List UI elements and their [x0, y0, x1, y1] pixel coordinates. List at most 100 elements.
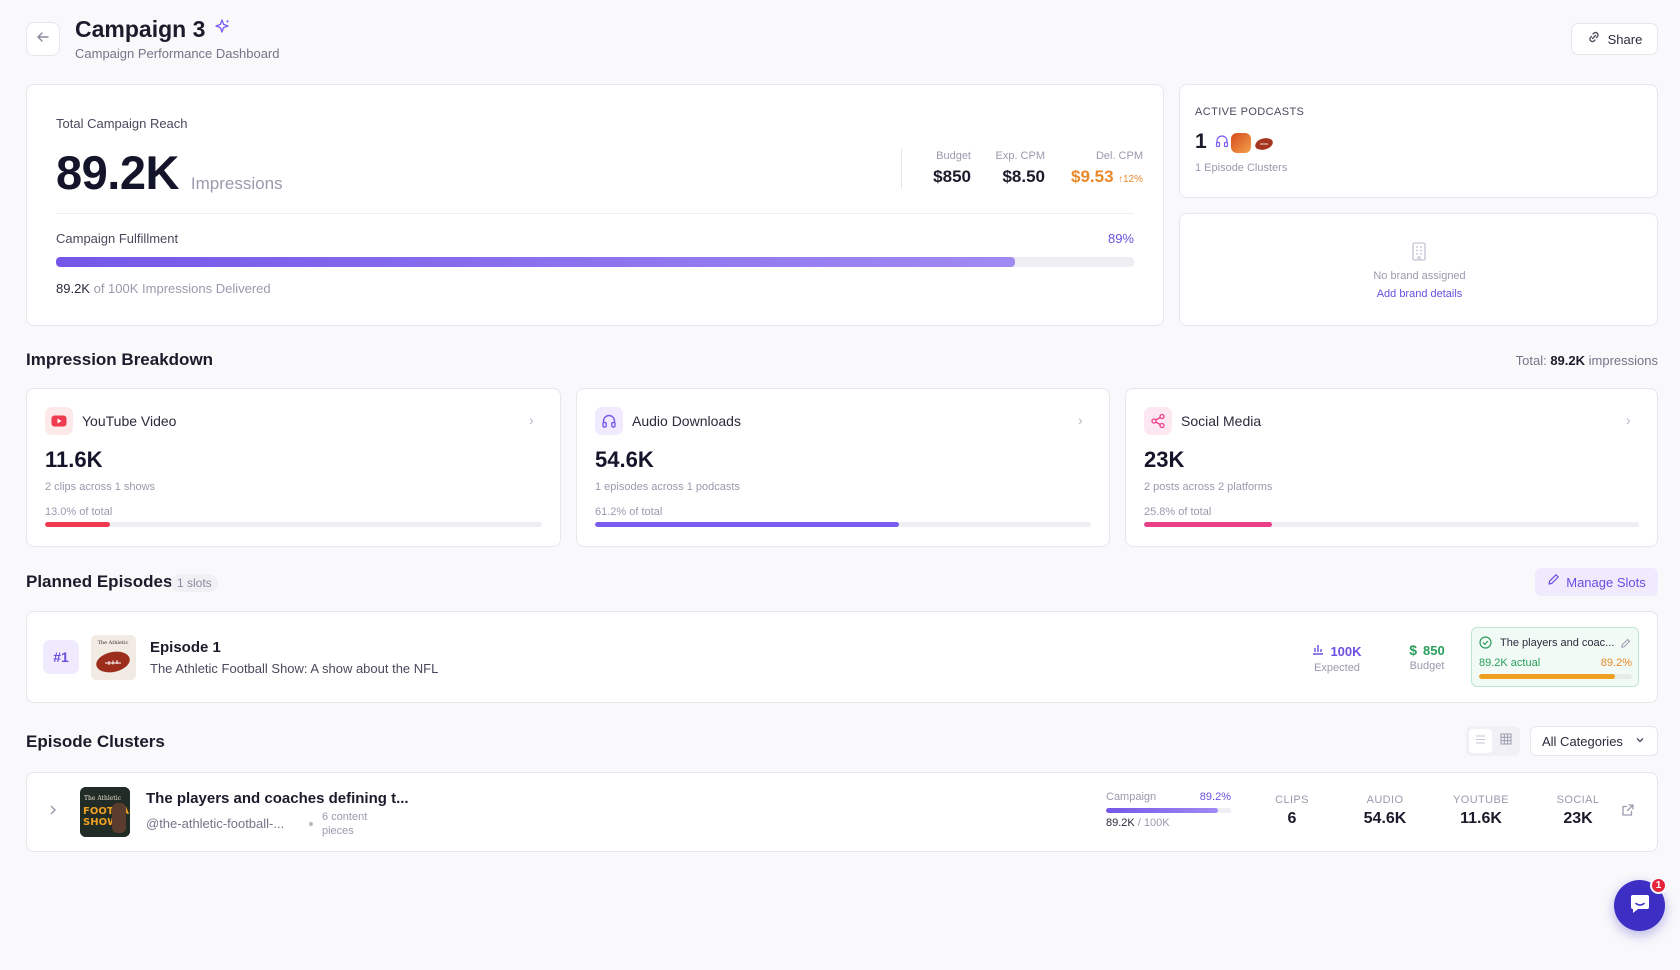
budget-metric: $ 850 Budget: [1397, 642, 1457, 672]
assigned-cluster-name: The players and coac...: [1500, 637, 1615, 649]
external-link-icon[interactable]: [1621, 803, 1635, 822]
social-label: SOCIAL: [1556, 794, 1600, 806]
active-podcasts-card[interactable]: ACTIVE PODCASTS 1 1 Episode Clusters: [1179, 84, 1658, 198]
page-subtitle: Campaign Performance Dashboard: [75, 46, 280, 61]
social-card-value: 23K: [1144, 447, 1185, 472]
campaign-pct: 89.2%: [1199, 791, 1231, 803]
audio-card-value: 54.6K: [595, 447, 654, 472]
svg-text:The Athletic: The Athletic: [84, 795, 122, 802]
exp-cpm-label: Exp. CPM: [995, 150, 1045, 162]
social-share-bar: [1144, 522, 1639, 527]
exp-cpm-value: $8.50: [1002, 167, 1045, 186]
social-card-label: Social Media: [1181, 413, 1262, 429]
add-brand-link[interactable]: Add brand details: [1376, 288, 1463, 300]
chevron-right-icon[interactable]: ›: [529, 412, 534, 428]
expand-chevron-icon[interactable]: [48, 803, 58, 821]
youtube-card-value: 11.6K: [45, 447, 103, 472]
campaign-bar: [1106, 808, 1231, 813]
building-icon: [1408, 240, 1430, 267]
youtube-column: YOUTUBE 11.6K: [1441, 794, 1521, 828]
delivered-value: 89.2K: [56, 281, 90, 296]
assigned-cluster-card[interactable]: The players and coac... 89.2K actual 89.…: [1471, 627, 1639, 687]
exp-cpm-metric: Exp. CPM $8.50: [985, 150, 1045, 187]
link-icon: [1587, 30, 1601, 49]
campaign-progress: Campaign 89.2% 89.2K / 100K: [1106, 791, 1231, 829]
clips-column: CLIPS 6: [1262, 794, 1322, 828]
impression-breakdown-title: Impression Breakdown: [26, 350, 214, 369]
social-card-share: 25.8% of total: [1144, 506, 1212, 518]
youtube-breakdown-card[interactable]: YouTube Video › 11.6K 2 clips across 1 s…: [26, 388, 561, 547]
reach-value: 89.2K: [56, 146, 179, 199]
list-icon: [1475, 732, 1486, 750]
chat-notification-badge: 1: [1650, 877, 1667, 894]
breakdown-total-value: 89.2K: [1550, 353, 1586, 368]
budget-value: 850: [1423, 642, 1445, 658]
social-value: 23K: [1563, 810, 1593, 827]
grid-icon: [1500, 732, 1512, 750]
metrics-divider: [901, 149, 902, 189]
actual-bar: [1479, 674, 1632, 679]
budget-metric: Budget $850: [921, 150, 971, 187]
youtube-share-bar-fill: [45, 522, 110, 527]
audio-card-share: 61.2% of total: [595, 506, 663, 518]
social-breakdown-card[interactable]: Social Media › 23K 2 posts across 2 plat…: [1125, 388, 1658, 547]
del-cpm-label: Del. CPM: [1095, 150, 1143, 162]
page-title: Campaign 3: [75, 16, 206, 42]
audio-breakdown-card[interactable]: Audio Downloads › 54.6K 1 episodes acros…: [576, 388, 1110, 547]
campaign-total: / 100K: [1134, 817, 1170, 829]
episode-name: Episode 1: [150, 639, 221, 656]
chevron-right-icon[interactable]: ›: [1078, 412, 1083, 428]
pencil-icon[interactable]: [1620, 636, 1631, 654]
view-toggle: [1466, 726, 1520, 756]
cluster-name: The players and coaches defining t...: [146, 790, 409, 807]
fulfillment-bar-fill: [56, 257, 1016, 267]
share-button[interactable]: Share: [1571, 23, 1658, 55]
list-view-button[interactable]: [1469, 729, 1492, 753]
no-brand-text: No brand assigned: [1373, 270, 1466, 282]
audio-share-bar: [595, 522, 1091, 527]
clips-label: CLIPS: [1275, 794, 1309, 806]
budget-value: $850: [933, 167, 971, 186]
episode-clusters-count: 1 Episode Clusters: [1195, 162, 1288, 174]
dollar-icon: $: [1409, 642, 1418, 658]
episode-cluster-row[interactable]: The Athletic FOOTBALLSHOW The players and…: [26, 772, 1658, 852]
check-circle-icon: [1479, 636, 1492, 654]
youtube-value: 11.6K: [1460, 810, 1502, 827]
headphones-icon: [595, 407, 623, 435]
campaign-label: Campaign: [1106, 791, 1157, 803]
headphones-icon: [1215, 134, 1229, 153]
pencil-icon: [1547, 573, 1560, 591]
active-podcasts-label: ACTIVE PODCASTS: [1195, 106, 1305, 118]
active-podcasts-count: 1: [1195, 130, 1207, 153]
back-button[interactable]: [26, 22, 60, 56]
arrow-left-icon: [36, 30, 50, 49]
share-icon: [1144, 407, 1172, 435]
actual-pct: 89.2%: [1600, 657, 1632, 669]
podcast-cover-thumbnail: [1231, 133, 1251, 153]
episode-clusters-title: Episode Clusters: [26, 732, 165, 751]
del-cpm-metric: Del. CPM $9.53 ↑12%: [1057, 150, 1143, 187]
planned-episode-row[interactable]: #1 The Athletic Episode 1 The Athletic F…: [26, 611, 1658, 703]
audio-label: AUDIO: [1366, 794, 1404, 806]
budget-label: Budget: [1409, 660, 1445, 672]
expected-metric: 100K Expected: [1302, 642, 1372, 674]
chevron-right-icon[interactable]: ›: [1626, 412, 1631, 428]
breakdown-total-prefix: Total:: [1515, 353, 1551, 368]
share-label: Share: [1607, 31, 1643, 47]
category-filter-value: All Categories: [1542, 733, 1623, 749]
episode-rank-badge: #1: [43, 640, 79, 674]
budget-label: Budget: [936, 150, 971, 162]
grid-view-button[interactable]: [1495, 729, 1518, 753]
del-cpm-value: $9.53: [1070, 167, 1114, 186]
category-filter-select[interactable]: All Categories: [1530, 726, 1658, 756]
audio-share-bar-fill: [595, 522, 899, 527]
social-share-bar-fill: [1144, 522, 1272, 527]
dot-separator: [309, 822, 313, 826]
episode-thumbnail: The Athletic: [91, 635, 136, 680]
youtube-label: YOUTUBE: [1453, 794, 1509, 806]
svg-text:FOOTBALL: FOOTBALL: [83, 806, 130, 817]
manage-slots-button[interactable]: Manage Slots: [1535, 568, 1658, 596]
sparkle-icon: [213, 18, 231, 41]
social-card-detail: 2 posts across 2 platforms: [1144, 481, 1273, 493]
audio-card-detail: 1 episodes across 1 podcasts: [595, 481, 740, 493]
